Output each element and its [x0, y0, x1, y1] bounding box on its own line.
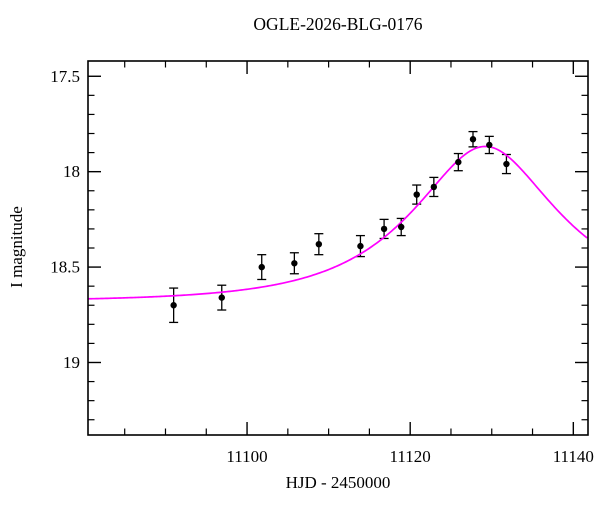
y-tick-label: 18.5 [50, 258, 80, 277]
data-point [503, 160, 510, 168]
data-point [486, 141, 493, 149]
y-axis-label: I magnitude [7, 206, 26, 288]
x-axis-label: HJD - 2450000 [286, 473, 391, 492]
x-tick-label: 11140 [553, 447, 594, 466]
y-tick-label: 19 [63, 353, 80, 372]
plot-area: 11100 11120 11140 17.5 18 18.5 19 [50, 60, 594, 466]
data-point [430, 183, 438, 191]
data-point [380, 225, 388, 233]
model-curve [87, 145, 588, 300]
data-point [315, 240, 323, 248]
data-point [398, 223, 405, 231]
y-tick-label: 18 [63, 162, 80, 181]
data-point [455, 158, 462, 166]
y-tick-label: 17.5 [50, 67, 80, 86]
chart-title: OGLE-2026-BLG-0176 [253, 14, 422, 34]
data-point [469, 136, 477, 143]
x-tick-label: 11120 [390, 447, 431, 466]
data-point [413, 191, 420, 198]
x-tick-label: 11100 [226, 447, 267, 466]
data-point [291, 260, 298, 267]
data-point [357, 242, 364, 250]
data-point [218, 294, 225, 301]
data-point [170, 302, 177, 309]
data-point [258, 263, 265, 271]
plot-box [87, 60, 589, 436]
